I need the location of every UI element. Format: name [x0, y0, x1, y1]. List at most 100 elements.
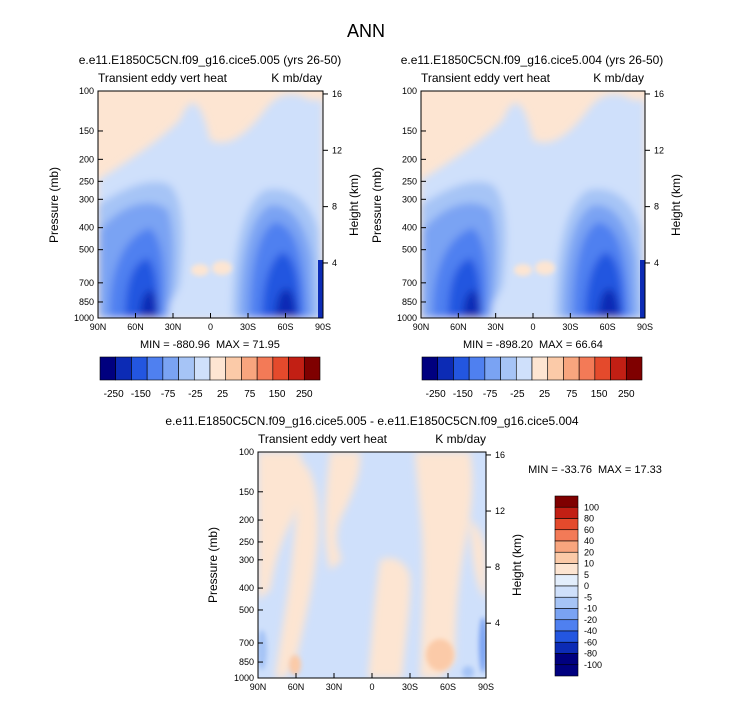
- panel-2-positive-blobs: [514, 261, 555, 276]
- colorbar-label: 250: [296, 389, 313, 400]
- y-right-tick-label: 8: [654, 202, 659, 212]
- colorbar-label: -60: [584, 637, 597, 647]
- y-right-tick-label: 12: [332, 145, 342, 155]
- panel-1-axes: 90N 60N 30N 0 30S 60S 90S 100 150 200 250 300 400 500…: [74, 86, 342, 332]
- x-tick-label: 30S: [240, 322, 256, 332]
- x-tick-label: 60N: [127, 322, 144, 332]
- colorbar-label: -20: [584, 615, 597, 625]
- colorbar-swatch: [241, 356, 258, 381]
- x-tick-label: 90S: [637, 322, 653, 332]
- y-tick-label: 300: [402, 194, 417, 204]
- panel-3-positive-zone-e: [415, 452, 473, 678]
- y-tick-label: 200: [402, 154, 417, 164]
- colorbar-label: 100: [584, 502, 599, 512]
- colorbar-label: -150: [131, 389, 151, 400]
- colorbar-swatch: [554, 596, 579, 609]
- x-tick-label: 0: [530, 322, 535, 332]
- panel-2-contour-core: [463, 290, 481, 318]
- colorbar-label: 20: [584, 547, 594, 557]
- y-tick-label: 100: [79, 86, 94, 96]
- colorbar-label: -40: [584, 626, 597, 636]
- panel-3-positive-zone-c: [325, 452, 361, 570]
- panel-2-right-edge-band: [640, 260, 645, 318]
- y-tick-label: 250: [239, 537, 254, 547]
- panel-1-contour-core: [140, 290, 158, 318]
- panel-3-positive-core-a: [289, 655, 301, 675]
- colorbar-label: -75: [161, 389, 176, 400]
- x-tick-label: 60S: [600, 322, 616, 332]
- y-tick-label: 700: [402, 278, 417, 288]
- y-right-tick-label: 8: [332, 202, 337, 212]
- colorbar-swatch: [554, 585, 579, 598]
- y-tick-label: 300: [239, 555, 254, 565]
- panel-3: e.e11.E1850C5CN.f09_g16.cice5.005 - e.e1…: [165, 414, 662, 692]
- panel-1-units-label: K mb/day: [271, 71, 322, 85]
- colorbar-swatch: [288, 356, 305, 381]
- colorbar-swatch: [99, 356, 117, 381]
- x-tick-label: 90N: [413, 322, 430, 332]
- colorbar-swatch: [594, 356, 611, 381]
- panel-2-axes: 90N 60N 30N 0 30S 60S 90S 100 150 200 250 300 400 500…: [397, 86, 664, 332]
- y-tick-label: 1000: [234, 673, 254, 683]
- panel-3-positive-zone-f: [470, 520, 486, 600]
- panel-1-max-label: MAX = 71.95: [216, 339, 280, 351]
- y-tick-label: 500: [402, 245, 417, 255]
- y-right-tick-label: 4: [332, 258, 337, 268]
- colorbar-swatch: [578, 356, 596, 381]
- y-tick-label: 1000: [74, 313, 94, 323]
- colorbar-swatch: [256, 356, 274, 381]
- colorbar-label: 25: [539, 389, 551, 400]
- colorbar-swatch: [193, 356, 211, 381]
- colorbar-swatch: [554, 574, 579, 587]
- colorbar-swatch: [554, 495, 579, 508]
- panel-3-positive-zone-b: [275, 460, 319, 678]
- colorbar-label: -75: [483, 389, 498, 400]
- panel-3-positive-cores: [289, 639, 454, 675]
- colorbar-swatch: [468, 356, 486, 381]
- panel-2-contour-field: [421, 91, 645, 318]
- colorbar-swatch: [554, 653, 579, 666]
- y-right-tick-label: 8: [495, 562, 500, 572]
- panel-3-positive-zone-a: [258, 452, 303, 600]
- y-right-tick-label: 12: [495, 506, 505, 516]
- panel-2-units-label: K mb/day: [593, 71, 644, 85]
- panel-1-colorbar: -250 -150 -75 -25 25 75 150 250: [99, 356, 321, 400]
- colorbar-swatch: [115, 356, 132, 381]
- colorbar-label: -25: [188, 389, 203, 400]
- y-tick-label: 150: [402, 126, 417, 136]
- colorbar-label: 75: [566, 389, 578, 400]
- colorbar-swatch: [563, 356, 580, 381]
- colorbar-swatch: [554, 608, 579, 621]
- colorbar-swatch: [178, 356, 195, 381]
- panel-3-negative-core-c: [462, 666, 474, 678]
- colorbar-swatch: [554, 664, 579, 677]
- colorbar-label: 10: [584, 559, 594, 569]
- y-right-tick-label: 16: [495, 450, 505, 460]
- x-tick-label: 60N: [288, 682, 305, 692]
- x-tick-label: 90S: [315, 322, 331, 332]
- y-tick-label: 150: [239, 487, 254, 497]
- y-tick-label: 500: [79, 245, 94, 255]
- colorbar-swatch: [437, 356, 454, 381]
- x-tick-label: 30N: [487, 322, 504, 332]
- panel-1-min-label: MIN = -880.96: [140, 339, 210, 351]
- panel-2-title: e.e11.E1850C5CN.f09_g16.cice5.004 (yrs 2…: [401, 53, 664, 67]
- x-tick-label: 30N: [165, 322, 182, 332]
- panel-3-units-label: K mb/day: [435, 432, 486, 446]
- colorbar-swatch: [146, 356, 164, 381]
- panel-1-right-edge-band: [318, 260, 323, 318]
- colorbar-swatch: [303, 356, 321, 381]
- colorbar-swatch: [625, 356, 643, 381]
- colorbar-swatch: [554, 540, 579, 553]
- panel-1-contours: [98, 94, 323, 318]
- colorbar-label: 0: [584, 581, 589, 591]
- y-tick-label: 850: [79, 297, 94, 307]
- y-right-tick-label: 4: [495, 618, 500, 628]
- x-tick-label: 0: [369, 682, 374, 692]
- y-tick-label: 100: [402, 86, 417, 96]
- colorbar-swatch: [500, 356, 517, 381]
- y-right-tick-label: 12: [654, 145, 664, 155]
- panel-2: e.e11.E1850C5CN.f09_g16.cice5.004 (yrs 2…: [370, 53, 683, 400]
- colorbar-swatch: [272, 356, 289, 381]
